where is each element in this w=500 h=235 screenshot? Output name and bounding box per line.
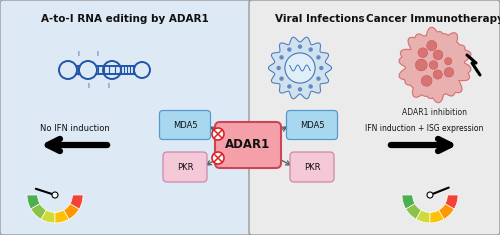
FancyBboxPatch shape (163, 152, 207, 182)
Wedge shape (70, 195, 83, 209)
Text: No IFN induction: No IFN induction (40, 124, 110, 133)
FancyBboxPatch shape (286, 110, 338, 140)
Circle shape (426, 40, 437, 51)
Circle shape (212, 128, 224, 140)
Circle shape (280, 55, 283, 59)
Text: Viral Infections: Viral Infections (275, 14, 365, 24)
Polygon shape (399, 27, 471, 103)
Circle shape (429, 61, 438, 69)
Circle shape (416, 59, 427, 71)
Circle shape (316, 55, 320, 59)
Circle shape (316, 76, 320, 81)
Wedge shape (41, 210, 55, 223)
Text: IFN induction + ISG expression: IFN induction + ISG expression (365, 124, 483, 133)
Circle shape (319, 66, 324, 70)
Wedge shape (406, 204, 421, 219)
Circle shape (52, 192, 58, 198)
Text: MDA5: MDA5 (172, 121, 198, 129)
FancyBboxPatch shape (249, 0, 500, 235)
Text: I: I (96, 51, 98, 57)
Circle shape (280, 76, 283, 81)
Circle shape (433, 70, 442, 79)
Circle shape (287, 84, 292, 89)
Circle shape (427, 192, 433, 198)
Wedge shape (55, 210, 69, 223)
Wedge shape (27, 195, 40, 209)
Wedge shape (438, 204, 454, 219)
Wedge shape (416, 210, 430, 223)
Text: I: I (107, 83, 109, 89)
Circle shape (444, 67, 454, 77)
FancyBboxPatch shape (160, 110, 210, 140)
Wedge shape (445, 195, 458, 209)
Wedge shape (402, 195, 415, 209)
Text: PKR: PKR (304, 162, 320, 172)
Text: MDA5: MDA5 (300, 121, 324, 129)
Text: I: I (77, 51, 79, 57)
Wedge shape (64, 204, 79, 219)
Polygon shape (268, 37, 332, 99)
FancyBboxPatch shape (0, 0, 251, 235)
Text: PKR: PKR (177, 162, 193, 172)
FancyBboxPatch shape (215, 122, 281, 168)
Text: I: I (87, 83, 89, 89)
Circle shape (212, 152, 224, 164)
Wedge shape (31, 204, 46, 219)
Circle shape (421, 75, 432, 86)
Text: Cancer Immunotherapy: Cancer Immunotherapy (366, 14, 500, 24)
Text: ADAR1 inhibition: ADAR1 inhibition (402, 108, 468, 117)
Text: ADAR1: ADAR1 (226, 138, 270, 152)
Circle shape (308, 47, 313, 52)
Circle shape (418, 48, 428, 58)
Circle shape (287, 47, 292, 52)
FancyBboxPatch shape (290, 152, 334, 182)
Circle shape (276, 66, 281, 70)
Circle shape (285, 53, 315, 83)
Wedge shape (430, 210, 444, 223)
Circle shape (298, 87, 302, 91)
Circle shape (433, 50, 443, 60)
Circle shape (308, 84, 313, 89)
Circle shape (298, 44, 302, 49)
Circle shape (444, 58, 452, 65)
Text: A-to-I RNA editing by ADAR1: A-to-I RNA editing by ADAR1 (41, 14, 209, 24)
